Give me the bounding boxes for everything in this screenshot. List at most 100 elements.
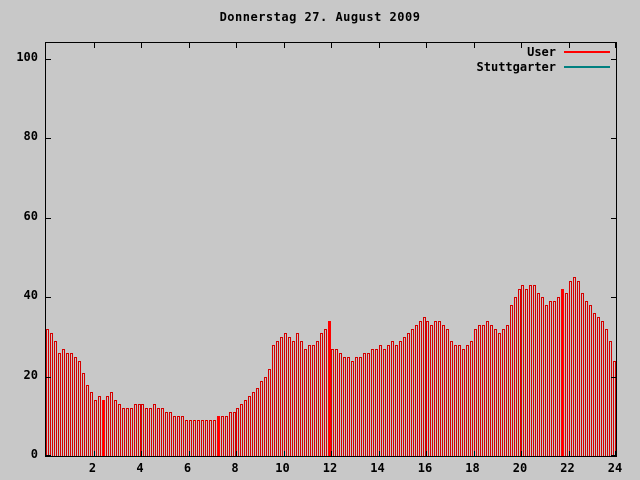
x-tick <box>141 451 142 456</box>
y-tick <box>46 297 51 299</box>
bar <box>291 341 295 456</box>
y-tick <box>611 58 616 60</box>
bar <box>121 408 125 456</box>
bar <box>149 408 153 456</box>
bar <box>525 289 529 456</box>
x-tick <box>473 451 475 456</box>
bar <box>125 408 129 456</box>
y-tick-label: 40 <box>23 288 38 303</box>
bar <box>462 349 466 456</box>
bar <box>145 408 149 456</box>
bar <box>466 345 470 456</box>
legend: User Stuttgarter <box>477 44 610 74</box>
bar <box>489 325 493 456</box>
bar <box>545 305 549 456</box>
x-tick <box>331 43 332 48</box>
bar <box>343 357 347 456</box>
bar <box>200 420 204 456</box>
bar <box>204 420 208 456</box>
bar <box>58 353 62 456</box>
bar <box>398 341 402 456</box>
bar <box>371 349 375 456</box>
bar <box>129 408 133 456</box>
bar <box>584 301 588 456</box>
y-tick <box>611 455 616 456</box>
bar <box>363 353 367 456</box>
x-tick <box>615 451 616 456</box>
x-tick <box>521 451 522 456</box>
bar <box>283 333 287 456</box>
bar-highlight <box>101 400 105 456</box>
bar <box>236 408 240 456</box>
bar <box>185 420 189 456</box>
x-tick <box>283 43 285 48</box>
bar <box>224 416 228 456</box>
x-tick <box>93 43 95 48</box>
bar <box>97 396 101 456</box>
bar <box>299 341 303 456</box>
bar <box>529 285 533 456</box>
legend-line-user-icon <box>564 50 610 53</box>
bar <box>402 337 406 456</box>
y-tick-label: 60 <box>23 208 38 223</box>
bar-highlight <box>216 416 220 456</box>
bar <box>173 416 177 456</box>
bar <box>394 345 398 456</box>
bar <box>196 420 200 456</box>
y-tick <box>46 58 51 60</box>
bar <box>541 297 545 456</box>
bar <box>280 337 284 456</box>
x-tick <box>331 451 332 456</box>
bar <box>406 333 410 456</box>
bar <box>109 392 113 456</box>
bar <box>323 329 327 456</box>
bar <box>378 345 382 456</box>
bar <box>565 293 569 456</box>
legend-entry-stuttgarter: Stuttgarter <box>477 59 610 74</box>
bar <box>517 289 521 456</box>
bar <box>62 349 66 456</box>
x-tick <box>283 451 285 456</box>
bar <box>509 305 513 456</box>
x-tick-label: 18 <box>465 461 480 475</box>
bar <box>477 325 481 456</box>
bar <box>307 345 311 456</box>
bar <box>319 333 323 456</box>
y-tick-label: 20 <box>23 367 38 382</box>
bar <box>232 412 236 456</box>
bar <box>513 297 517 456</box>
x-tick <box>93 451 95 456</box>
bar <box>600 321 604 456</box>
bar <box>244 400 248 456</box>
bar <box>54 341 58 456</box>
x-tick-label: 22 <box>560 461 575 475</box>
x-tick <box>188 43 190 48</box>
bar <box>572 277 576 456</box>
bar <box>434 321 438 456</box>
bar <box>347 357 351 456</box>
bar <box>485 321 489 456</box>
bar <box>604 329 608 456</box>
y-tick <box>46 376 51 378</box>
bar <box>208 420 212 456</box>
bar <box>497 333 501 456</box>
bar <box>501 329 505 456</box>
x-tick <box>378 43 380 48</box>
y-tick <box>611 376 616 378</box>
bar <box>414 325 418 456</box>
y-tick-label: 100 <box>16 49 38 64</box>
bar <box>386 345 390 456</box>
x-tick-label: 16 <box>417 461 433 475</box>
bar <box>422 317 426 456</box>
y-tick <box>46 138 51 140</box>
bar <box>481 325 485 456</box>
bar <box>66 353 70 456</box>
bar <box>339 353 343 456</box>
x-tick <box>568 43 570 48</box>
bar <box>70 353 74 456</box>
bar <box>256 388 260 456</box>
x-tick-label: 24 <box>607 461 623 475</box>
bar <box>568 281 572 456</box>
bar-highlight <box>327 321 331 456</box>
